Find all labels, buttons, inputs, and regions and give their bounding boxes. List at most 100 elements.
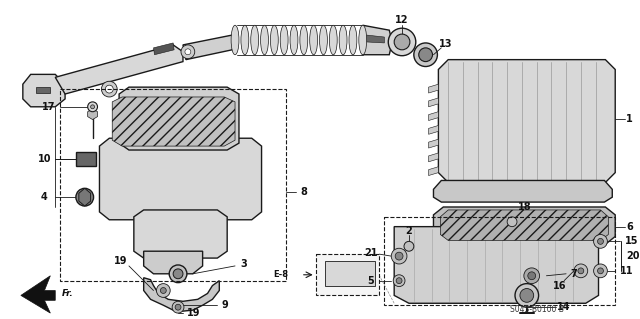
Circle shape: [393, 275, 405, 286]
Text: S043-B0100 B: S043-B0100 B: [509, 305, 564, 314]
Circle shape: [185, 49, 191, 55]
Polygon shape: [21, 276, 55, 313]
Circle shape: [419, 48, 433, 62]
Circle shape: [517, 261, 547, 291]
Circle shape: [574, 264, 588, 278]
Circle shape: [598, 268, 604, 274]
Polygon shape: [119, 87, 239, 150]
Circle shape: [395, 252, 403, 260]
Circle shape: [181, 45, 195, 59]
Circle shape: [161, 287, 166, 293]
Circle shape: [520, 288, 534, 302]
Text: 9: 9: [222, 300, 228, 310]
Circle shape: [507, 217, 517, 226]
Circle shape: [388, 28, 416, 56]
Ellipse shape: [300, 25, 308, 55]
Ellipse shape: [339, 25, 347, 55]
Text: 15: 15: [625, 236, 639, 246]
Ellipse shape: [271, 25, 278, 55]
Circle shape: [414, 43, 437, 67]
Text: 20: 20: [626, 251, 639, 261]
Polygon shape: [363, 25, 392, 55]
Polygon shape: [438, 60, 615, 182]
Text: 21: 21: [364, 248, 378, 258]
Ellipse shape: [319, 25, 328, 55]
Circle shape: [101, 81, 117, 97]
Text: E-8: E-8: [274, 270, 289, 279]
Circle shape: [173, 269, 183, 279]
Circle shape: [88, 102, 97, 112]
Polygon shape: [429, 112, 438, 121]
Ellipse shape: [231, 25, 239, 55]
Circle shape: [91, 105, 95, 109]
Text: 5: 5: [367, 276, 374, 286]
Circle shape: [172, 301, 184, 313]
Text: 8: 8: [300, 187, 307, 197]
Polygon shape: [99, 138, 262, 220]
Polygon shape: [55, 45, 183, 94]
Circle shape: [175, 304, 181, 310]
Text: 14: 14: [557, 302, 571, 312]
Polygon shape: [429, 167, 438, 175]
Text: 19: 19: [115, 256, 128, 266]
Text: 6: 6: [626, 222, 633, 232]
Text: 17: 17: [42, 102, 55, 112]
Ellipse shape: [280, 25, 288, 55]
Ellipse shape: [359, 25, 367, 55]
Text: 19: 19: [187, 308, 200, 318]
Circle shape: [404, 241, 414, 251]
Circle shape: [156, 284, 170, 297]
Text: 11: 11: [620, 266, 634, 276]
Polygon shape: [183, 35, 237, 60]
Text: 13: 13: [438, 39, 452, 49]
Circle shape: [396, 278, 402, 284]
FancyBboxPatch shape: [316, 254, 380, 295]
Polygon shape: [88, 109, 97, 120]
Text: 12: 12: [396, 15, 409, 25]
Text: 18: 18: [518, 202, 532, 212]
Circle shape: [578, 268, 584, 274]
Text: 4: 4: [41, 192, 48, 202]
Polygon shape: [429, 84, 438, 93]
Ellipse shape: [260, 25, 268, 55]
Text: 1: 1: [626, 114, 633, 123]
Text: 2: 2: [406, 226, 412, 235]
Polygon shape: [440, 210, 609, 241]
Polygon shape: [433, 181, 612, 202]
Polygon shape: [23, 74, 65, 107]
Circle shape: [598, 238, 604, 244]
Ellipse shape: [290, 25, 298, 55]
Circle shape: [594, 234, 607, 248]
Polygon shape: [154, 43, 174, 55]
Polygon shape: [429, 125, 438, 134]
Circle shape: [169, 265, 187, 283]
Text: Fr.: Fr.: [62, 289, 74, 298]
Polygon shape: [79, 188, 91, 206]
Polygon shape: [325, 261, 374, 286]
Circle shape: [515, 284, 539, 307]
Text: 3: 3: [241, 259, 247, 269]
Text: 7: 7: [571, 269, 577, 279]
Polygon shape: [429, 139, 438, 148]
Ellipse shape: [251, 25, 259, 55]
Circle shape: [76, 188, 93, 206]
Polygon shape: [394, 226, 598, 303]
Circle shape: [394, 34, 410, 50]
Polygon shape: [429, 98, 438, 107]
Polygon shape: [76, 152, 95, 166]
Ellipse shape: [330, 25, 337, 55]
Polygon shape: [367, 35, 385, 43]
Circle shape: [594, 264, 607, 278]
Polygon shape: [143, 278, 220, 311]
Polygon shape: [36, 87, 51, 93]
Polygon shape: [112, 97, 235, 146]
Ellipse shape: [310, 25, 317, 55]
Polygon shape: [433, 207, 615, 244]
Polygon shape: [143, 251, 203, 274]
Circle shape: [528, 272, 536, 280]
Ellipse shape: [349, 25, 357, 55]
Circle shape: [391, 248, 407, 264]
Ellipse shape: [241, 25, 249, 55]
Circle shape: [106, 85, 113, 93]
Polygon shape: [429, 153, 438, 162]
